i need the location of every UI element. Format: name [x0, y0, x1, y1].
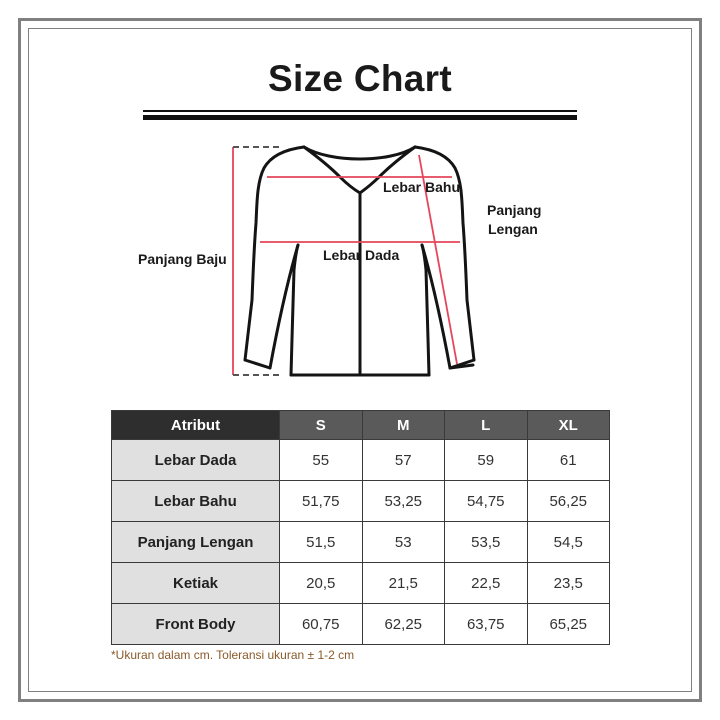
svg-text:Panjang Baju: Panjang Baju	[138, 251, 227, 267]
svg-text:Lebar Dada: Lebar Dada	[323, 247, 399, 263]
svg-text:Panjang: Panjang	[487, 202, 541, 218]
svg-text:Lebar Bahu: Lebar Bahu	[383, 179, 460, 195]
svg-text:Lengan: Lengan	[488, 221, 538, 237]
